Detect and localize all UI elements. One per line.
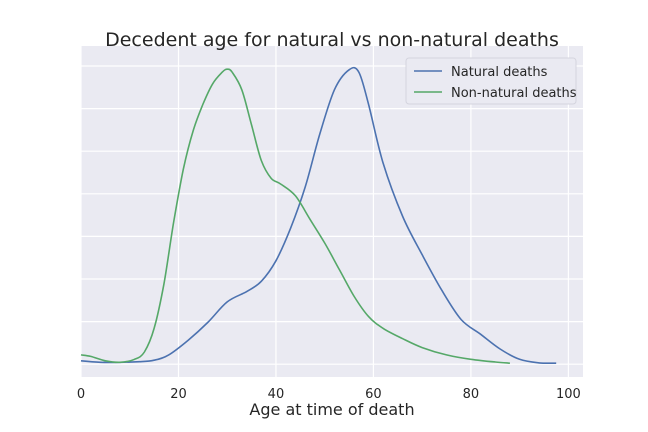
x-tick-label: 40 [268, 387, 285, 402]
x-tick-label: 80 [463, 387, 480, 402]
legend-entry: Natural deaths [451, 65, 548, 80]
x-tick-label: 0 [77, 387, 85, 402]
legend: Natural deaths Non-natural deaths [405, 57, 577, 105]
series-line-natural-deaths [80, 66, 557, 365]
x-tick-label: 60 [365, 387, 382, 402]
legend-entry: Non-natural deaths [451, 86, 577, 101]
x-tick-label: 100 [556, 387, 581, 402]
series-line-non-natural-deaths [80, 68, 510, 364]
chart-title: Decedent age for natural vs non-natural … [105, 29, 559, 51]
x-tick-label: 20 [170, 387, 187, 402]
x-axis-label: Age at time of death [249, 400, 414, 419]
grid-lines [80, 46, 583, 377]
legend-box [405, 57, 577, 105]
series-lines [80, 66, 557, 365]
x-tick-labels: 0 20 40 60 80 100 [77, 387, 581, 402]
